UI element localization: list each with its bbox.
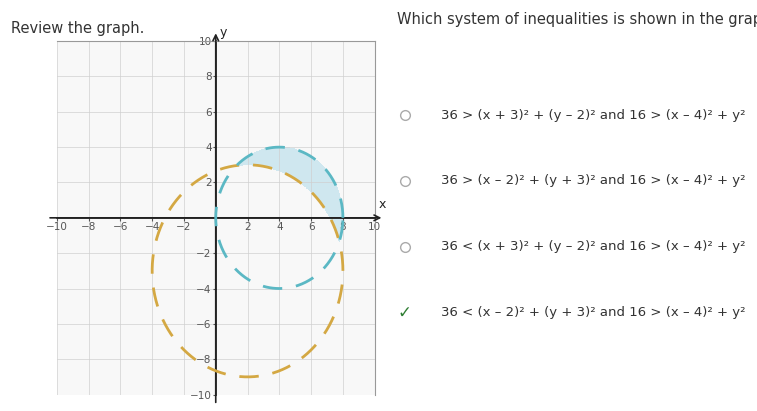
Text: Which system of inequalities is shown in the graph?: Which system of inequalities is shown in… — [397, 12, 757, 27]
Text: x: x — [379, 198, 386, 211]
Text: Review the graph.: Review the graph. — [11, 21, 145, 35]
Text: 36 < (x + 3)² + (y – 2)² and 16 > (x – 4)² + y²: 36 < (x + 3)² + (y – 2)² and 16 > (x – 4… — [441, 240, 746, 253]
Text: ✓: ✓ — [397, 303, 412, 321]
Text: 36 < (x – 2)² + (y + 3)² and 16 > (x – 4)² + y²: 36 < (x – 2)² + (y + 3)² and 16 > (x – 4… — [441, 306, 746, 319]
Text: y: y — [220, 26, 227, 39]
Text: 36 > (x – 2)² + (y + 3)² and 16 > (x – 4)² + y²: 36 > (x – 2)² + (y + 3)² and 16 > (x – 4… — [441, 174, 746, 187]
Text: 36 > (x + 3)² + (y – 2)² and 16 > (x – 4)² + y²: 36 > (x + 3)² + (y – 2)² and 16 > (x – 4… — [441, 109, 746, 122]
